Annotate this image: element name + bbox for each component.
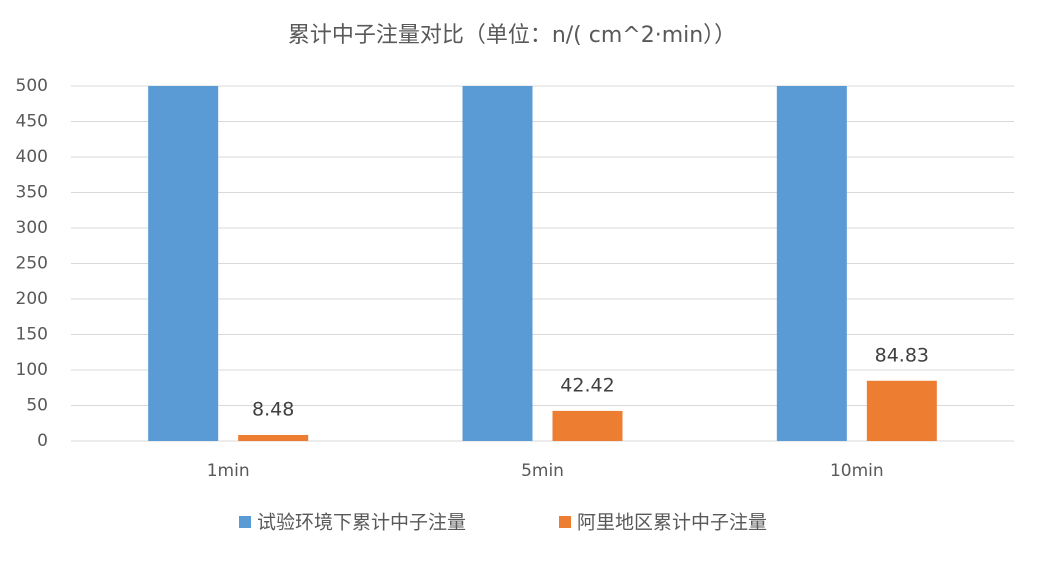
y-tick-label: 0 bbox=[37, 431, 48, 451]
y-tick-label: 100 bbox=[16, 360, 48, 380]
y-tick-label: 50 bbox=[26, 396, 48, 416]
y-tick-label: 400 bbox=[16, 147, 48, 167]
y-tick-label: 250 bbox=[16, 254, 48, 274]
legend-label: 阿里地区累计中子注量 bbox=[577, 512, 767, 534]
legend-swatch bbox=[559, 516, 571, 528]
y-tick-label: 350 bbox=[16, 183, 48, 203]
data-label: 84.83 bbox=[875, 344, 929, 366]
x-tick-label: 10min bbox=[830, 461, 884, 481]
bar bbox=[148, 86, 219, 441]
bar bbox=[776, 86, 847, 441]
x-tick-label: 5min bbox=[521, 461, 564, 481]
data-label: 8.48 bbox=[252, 398, 294, 420]
legend-swatch bbox=[239, 516, 251, 528]
bar bbox=[866, 380, 937, 441]
bar bbox=[238, 434, 309, 441]
bar bbox=[462, 86, 533, 441]
bar bbox=[552, 410, 623, 441]
x-tick-label: 1min bbox=[207, 461, 250, 481]
y-tick-label: 300 bbox=[16, 218, 48, 238]
chart-title: 累计中子注量对比（单位：n/( cm^2·min）） bbox=[288, 23, 736, 48]
y-tick-label: 150 bbox=[16, 325, 48, 345]
y-tick-label: 500 bbox=[16, 76, 48, 96]
data-label: 42.42 bbox=[560, 374, 614, 396]
y-tick-label: 450 bbox=[16, 112, 48, 132]
legend-label: 试验环境下累计中子注量 bbox=[257, 512, 466, 534]
y-tick-label: 200 bbox=[16, 289, 48, 309]
